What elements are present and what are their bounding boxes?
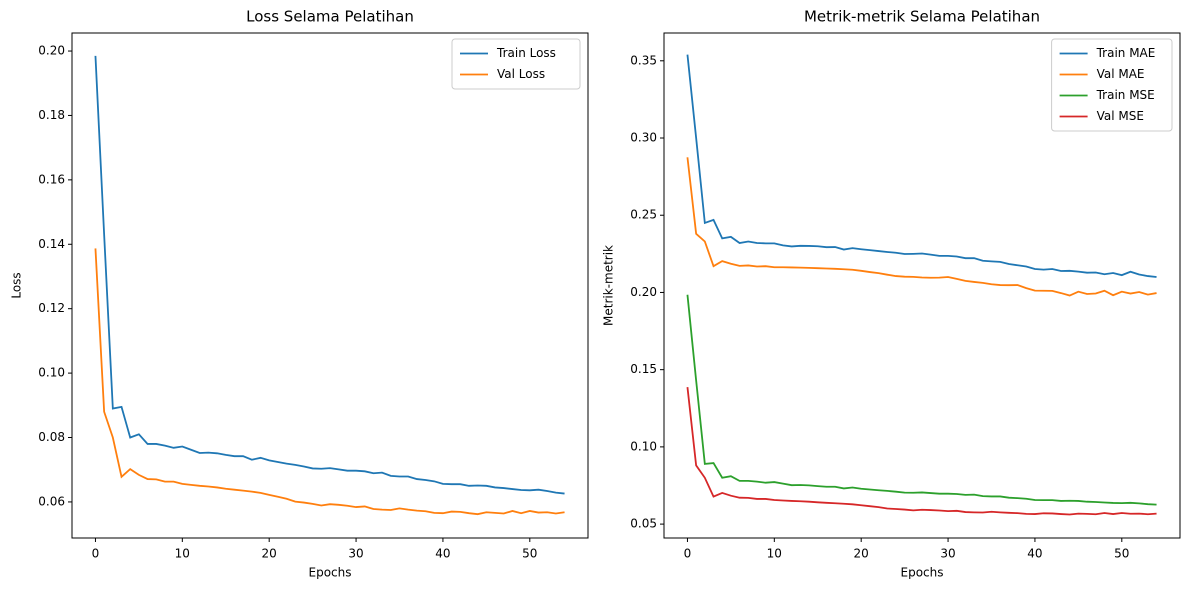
chart-title: Loss Selama Pelatihan	[246, 8, 414, 26]
x-tick-label: 40	[1027, 547, 1042, 561]
x-tick-label: 10	[175, 547, 190, 561]
x-tick-label: 50	[1114, 547, 1129, 561]
y-tick-label: 0.05	[630, 517, 657, 531]
data-line	[686, 387, 1157, 516]
y-tick-label: 0.08	[38, 430, 65, 444]
x-tick-label: 20	[262, 547, 277, 561]
plot-area	[72, 33, 588, 538]
legend-label: Train MAE	[1096, 46, 1156, 60]
y-tick-label: 0.12	[38, 301, 65, 315]
x-tick-label: 30	[348, 547, 363, 561]
legend-label: Train Loss	[496, 46, 556, 60]
y-tick-label: 0.10	[630, 439, 657, 453]
x-tick-label: 0	[92, 547, 100, 561]
x-tick-label: 20	[854, 547, 869, 561]
x-tick-label: 10	[767, 547, 782, 561]
y-tick-label: 0.30	[630, 131, 657, 145]
x-axis-label: Epochs	[901, 566, 944, 580]
y-axis-label: Metrik-metrik	[602, 245, 616, 326]
y-tick-label: 0.18	[38, 108, 65, 122]
axes-frame	[663, 32, 1181, 539]
legend-label: Val MAE	[1097, 67, 1145, 81]
x-tick-label: 50	[522, 547, 537, 561]
y-tick-label: 0.35	[630, 53, 657, 67]
chart-title: Metrik-metrik Selama Pelatihan	[804, 8, 1040, 26]
y-tick-label: 0.15	[630, 362, 657, 376]
y-tick-label: 0.16	[38, 172, 65, 186]
x-axis-label: Epochs	[309, 566, 352, 580]
legend-label: Val Loss	[497, 67, 545, 81]
y-tick-label: 0.10	[38, 366, 65, 380]
y-tick-label: 0.20	[38, 44, 65, 58]
y-tick-label: 0.20	[630, 285, 657, 299]
data-line	[686, 294, 1157, 506]
x-tick-label: 30	[940, 547, 955, 561]
x-tick-label: 0	[684, 547, 692, 561]
data-line	[686, 54, 1157, 278]
legend-box	[451, 38, 581, 90]
legend-box	[1051, 38, 1173, 132]
legend-label: Train MSE	[1096, 88, 1155, 102]
data-line	[686, 157, 1157, 297]
axes-frame	[71, 32, 589, 539]
data-line	[94, 248, 565, 516]
x-tick-label: 40	[435, 547, 450, 561]
y-tick-label: 0.14	[38, 237, 65, 251]
y-tick-label: 0.06	[38, 494, 65, 508]
data-line	[94, 55, 565, 495]
legend-label: Val MSE	[1097, 109, 1144, 123]
y-axis-label: Loss	[10, 272, 24, 298]
y-tick-label: 0.25	[630, 208, 657, 222]
